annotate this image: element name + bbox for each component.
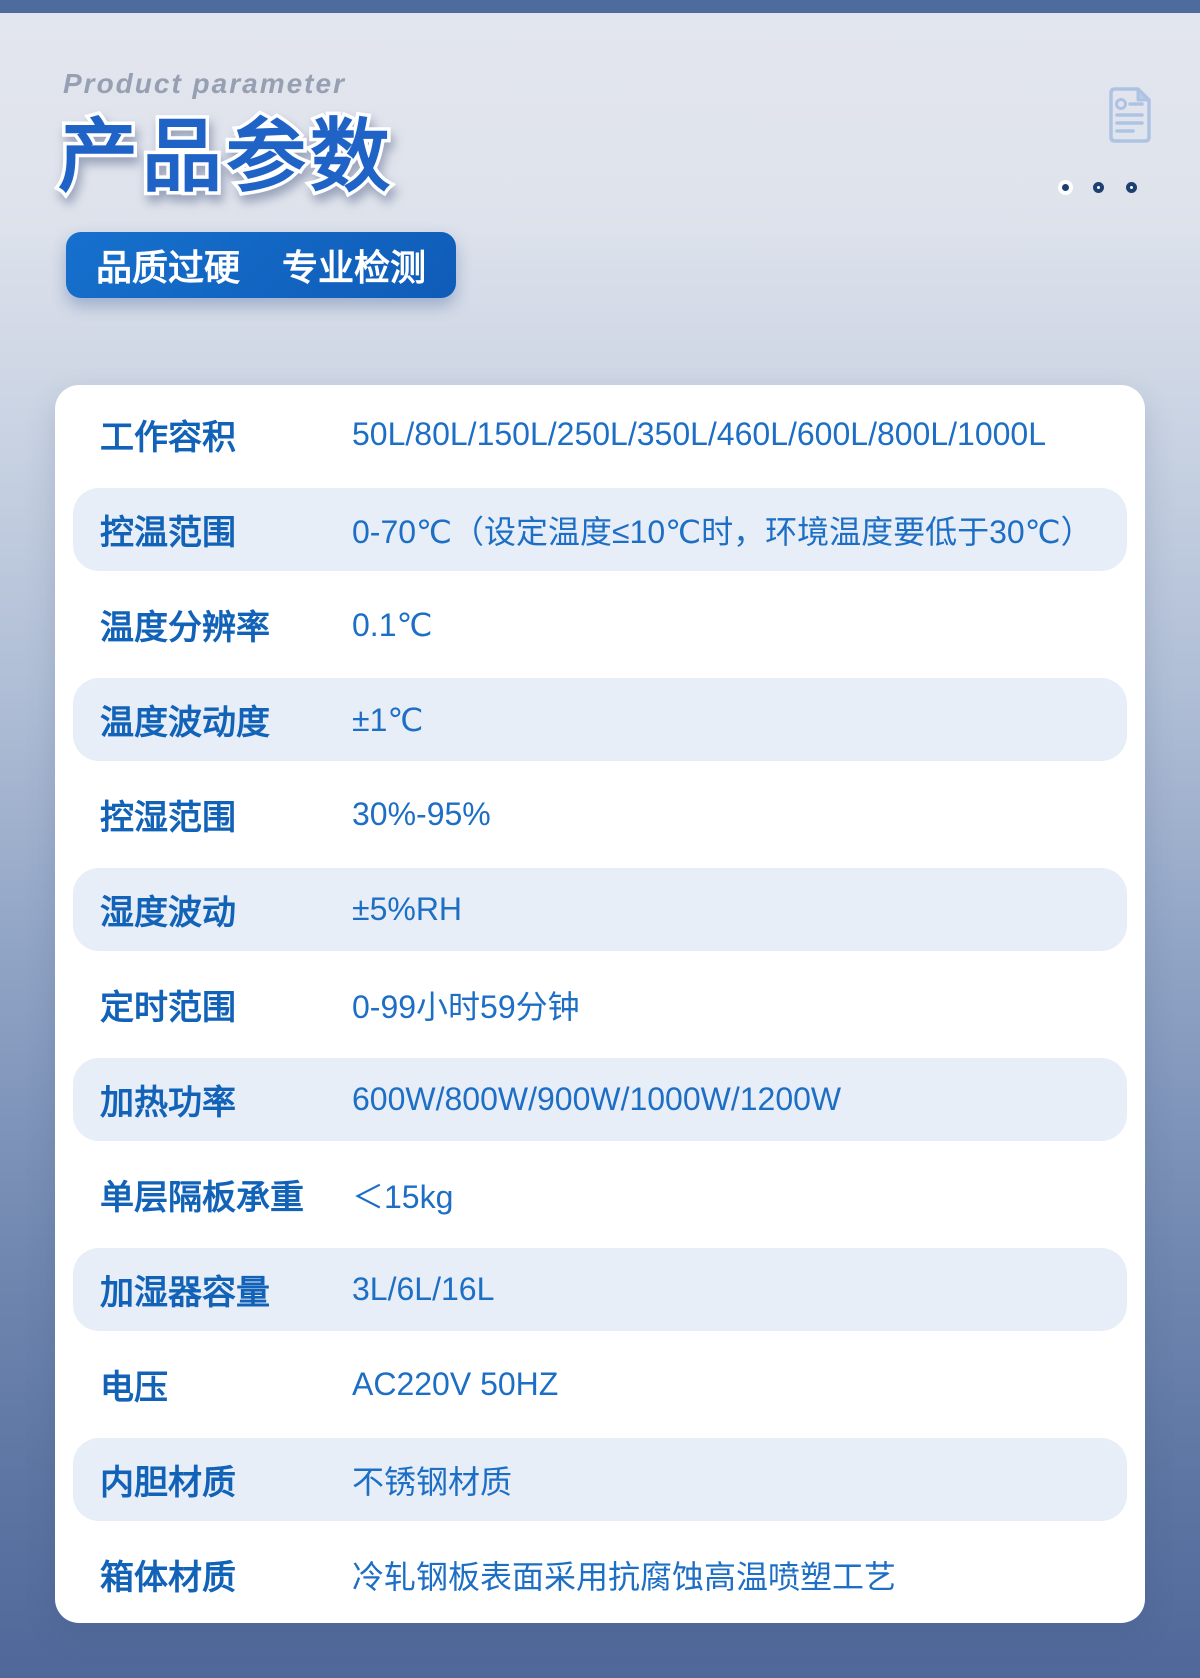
spec-table-card: 工作容积 50L/80L/150L/250L/350L/460L/600L/80…	[55, 385, 1145, 1623]
carousel-dot-2[interactable]	[1093, 182, 1104, 193]
spec-value: 30%-95%	[352, 796, 491, 832]
document-icon	[1109, 87, 1151, 143]
spec-value: ＜15kg	[352, 1178, 454, 1215]
page-title: 产品参数	[55, 109, 394, 205]
top-accent-bar	[0, 0, 1200, 13]
spec-value: AC220V 50HZ	[352, 1366, 559, 1402]
spec-value: 0.1℃	[352, 606, 433, 643]
spec-row-humidifier-capacity: 加湿器容量 3L/6L/16L	[73, 1248, 1127, 1331]
badge-inspection-label: 专业检测	[282, 247, 427, 288]
spec-label: 加湿器容量	[100, 1274, 270, 1312]
spec-label: 箱体材质	[100, 1559, 236, 1597]
spec-row-temp-resolution: 温度分辨率 0.1℃	[55, 577, 1145, 672]
carousel-dot-active[interactable]	[1058, 180, 1073, 195]
page-title-text: 产品参数	[58, 112, 394, 201]
eyebrow-text: Product parameter	[63, 68, 346, 99]
spec-row-voltage: 电压 AC220V 50HZ	[55, 1337, 1145, 1432]
spec-row-humidity-control-range: 控湿范围 30%-95%	[55, 767, 1145, 862]
badge-quality-label: 品质过硬	[96, 247, 241, 288]
spec-value: 不锈钢材质	[352, 1463, 513, 1500]
spec-value: ±1℃	[352, 701, 424, 738]
carousel-dot-3[interactable]	[1126, 182, 1137, 193]
spec-value: 冷轧钢板表面采用抗腐蚀高温喷塑工艺	[352, 1558, 897, 1595]
spec-value: 3L/6L/16L	[352, 1271, 495, 1307]
spec-row-humidity-fluctuation: 湿度波动 ±5%RH	[73, 868, 1127, 951]
spec-row-temp-control-range: 控温范围 0-70℃（设定温度≤10℃时，环境温度要低于30℃）	[73, 488, 1127, 571]
spec-label: 定时范围	[100, 989, 236, 1027]
spec-label: 工作容积	[100, 419, 236, 457]
spec-row-temp-fluctuation: 温度波动度 ±1℃	[73, 678, 1127, 761]
spec-value: 50L/80L/150L/250L/350L/460L/600L/800L/10…	[352, 416, 1047, 452]
spec-label: 加热功率	[100, 1084, 236, 1122]
spec-label: 控温范围	[100, 514, 236, 552]
spec-label: 温度分辨率	[100, 609, 270, 647]
spec-row-shelf-load: 单层隔板承重 ＜15kg	[55, 1147, 1145, 1242]
spec-row-heating-power: 加热功率 600W/800W/900W/1000W/1200W	[73, 1058, 1127, 1141]
spec-value: 600W/800W/900W/1000W/1200W	[352, 1081, 842, 1117]
spec-row-timer-range: 定时范围 0-99小时59分钟	[55, 957, 1145, 1052]
spec-label: 控湿范围	[100, 799, 236, 837]
spec-label: 温度波动度	[100, 704, 270, 742]
spec-value: ±5%RH	[352, 891, 463, 927]
spec-row-cabinet-material: 箱体材质 冷轧钢板表面采用抗腐蚀高温喷塑工艺	[55, 1527, 1145, 1622]
quality-badge: 品质过硬 专业检测	[66, 232, 457, 298]
spec-label: 电压	[100, 1369, 168, 1407]
spec-label: 内胆材质	[100, 1464, 236, 1502]
spec-row-working-volume: 工作容积 50L/80L/150L/250L/350L/460L/600L/80…	[55, 387, 1145, 482]
spec-row-liner-material: 内胆材质 不锈钢材质	[73, 1438, 1127, 1521]
spec-value: 0-70℃（设定温度≤10℃时，环境温度要低于30℃）	[352, 513, 1093, 550]
spec-label: 单层隔板承重	[100, 1179, 304, 1217]
spec-value: 0-99小时59分钟	[352, 988, 580, 1025]
spec-label: 湿度波动	[100, 894, 236, 932]
